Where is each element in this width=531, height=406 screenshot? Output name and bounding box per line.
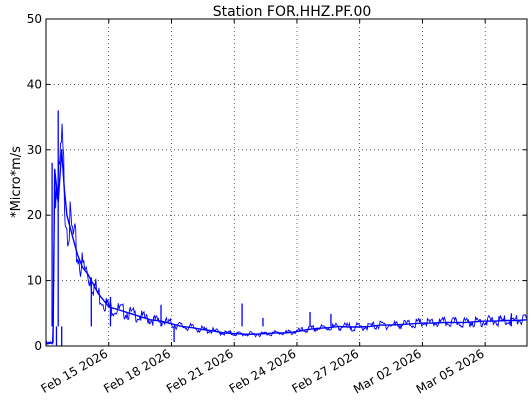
x-tick-label: Feb 24 2026: [227, 346, 299, 395]
x-tick-label: Feb 15 2026: [39, 346, 111, 395]
x-tick-label: Mar 02 2026: [351, 346, 424, 396]
x-tick-label: Mar 05 2026: [414, 346, 487, 396]
series-noise: [45, 123, 528, 345]
y-tick-label: 30: [27, 143, 42, 157]
plot-area: [45, 110, 528, 346]
x-tick-label: Feb 18 2026: [101, 346, 173, 395]
y-axis-label: *Micro*m/s: [9, 146, 24, 218]
x-tick-label: Feb 27 2026: [290, 346, 362, 395]
chart-title: Station FOR.HHZ.PF.00: [213, 4, 372, 20]
plot-frame: [45, 18, 528, 347]
y-tick-label: 40: [27, 77, 42, 91]
y-tick-label: 50: [27, 12, 42, 26]
y-axis: 0 10 20 30 40 50: [27, 12, 527, 353]
y-tick-label: 0: [34, 339, 42, 353]
series-line: [45, 149, 528, 345]
gridlines: [46, 19, 527, 346]
x-tick-label: Feb 21 2026: [164, 346, 236, 395]
y-tick-label: 20: [27, 208, 42, 222]
y-tick-label: 10: [27, 274, 42, 288]
